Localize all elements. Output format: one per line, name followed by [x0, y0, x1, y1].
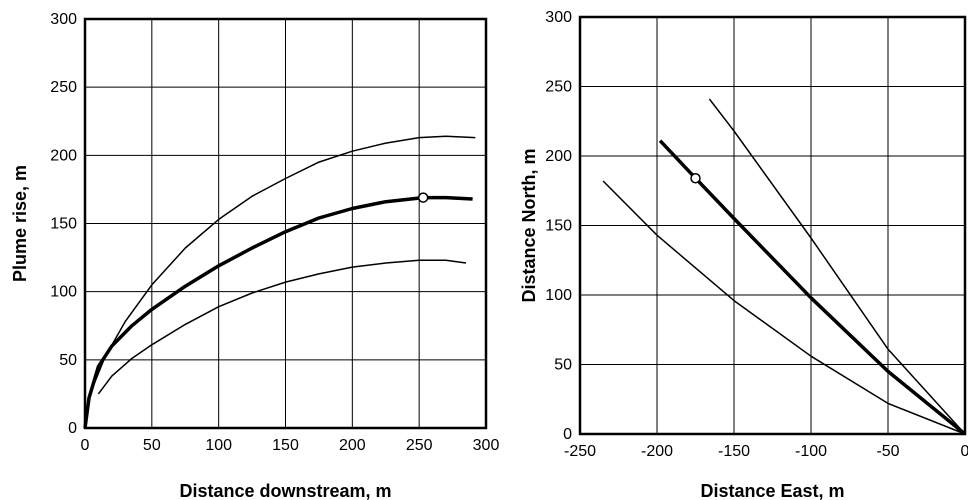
y-tick-label: 50: [554, 357, 572, 374]
y-tick-label: 100: [545, 287, 572, 304]
series-marker-central: [417, 192, 429, 203]
series-line-upper: [91, 135, 476, 391]
y-tick-label: 300: [545, 9, 572, 26]
series-line-left: [602, 180, 966, 435]
y-tick-label: 150: [545, 218, 572, 235]
x-tick-label: -50: [876, 443, 899, 460]
x-axis-label: Distance downstream, m: [179, 481, 391, 500]
y-tick-label: 200: [545, 148, 572, 165]
plume-trajectory-chart: -250 -200 -150 -100 -50 0 0 50 100 150 200 250 300 Di…: [519, 9, 968, 500]
x-axis-label: Distance East, m: [700, 481, 844, 500]
series-marker-central: [690, 172, 701, 184]
y-axis-label: Plume rise, m: [10, 165, 30, 282]
x-tick-label: 300: [473, 437, 500, 454]
x-tick-label: 250: [406, 437, 433, 454]
series-line-lower: [97, 259, 467, 395]
y-tick-label: 0: [68, 420, 77, 437]
y-tick-label: 300: [50, 11, 77, 28]
y-tick-label: 150: [50, 216, 77, 233]
y-axis-label: Distance North, m: [519, 148, 539, 302]
series-line-central: [83, 195, 473, 429]
plot-frame: [83, 17, 488, 430]
x-tick-label: 100: [205, 437, 232, 454]
x-tick-label: 200: [339, 437, 366, 454]
series-line-right: [708, 98, 966, 435]
x-tick-label: 50: [143, 437, 161, 454]
y-tick-label: 200: [50, 147, 77, 164]
y-tick-label: 250: [545, 79, 572, 96]
x-tick-label: -100: [795, 443, 827, 460]
series-line-central: [658, 139, 967, 436]
x-tick-label: 150: [272, 437, 299, 454]
x-tick-label: -250: [564, 443, 596, 460]
y-tick-label: 50: [59, 352, 77, 369]
x-tick-label: -200: [641, 443, 673, 460]
y-tick-label: 250: [50, 79, 77, 96]
y-tick-label: 0: [563, 426, 572, 443]
x-tick-label: -150: [718, 443, 750, 460]
y-tick-label: 100: [50, 284, 77, 301]
x-tick-label: 0: [961, 443, 968, 460]
plume-rise-chart: 0 50 100 150 200 250 300 0 50 100 150 200 250 300 Dist…: [10, 11, 499, 500]
x-tick-label: 0: [81, 437, 90, 454]
plot-frame: [578, 15, 967, 436]
